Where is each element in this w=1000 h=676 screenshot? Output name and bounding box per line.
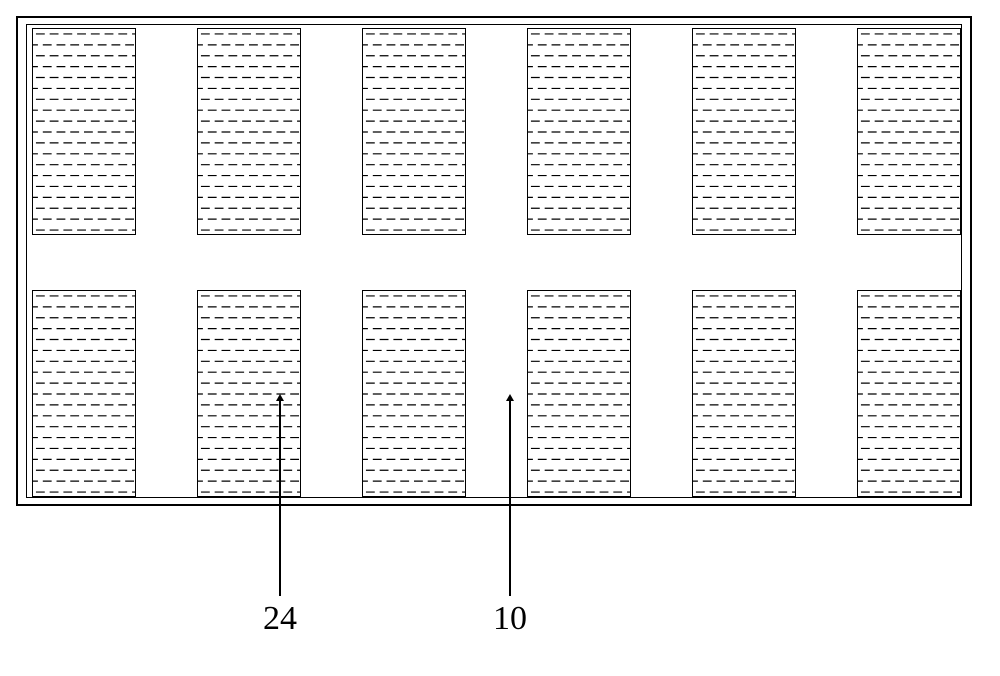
callout-leader [509,400,511,596]
grid-block [857,28,961,235]
grid-block [692,28,796,235]
callout-arrow-icon [276,394,284,401]
callout-arrow-icon [506,394,514,401]
callout-leader [279,400,281,596]
grid-block [197,290,301,497]
grid-block [527,28,631,235]
grid-block [362,28,466,235]
grid-block [32,290,136,497]
grid-block [32,28,136,235]
grid-block [857,290,961,497]
callout-label: 24 [263,600,297,638]
grid-block [692,290,796,497]
grid-block [362,290,466,497]
grid-block [527,290,631,497]
grid-block [197,28,301,235]
inner-frame [26,24,962,498]
callout-label: 10 [493,600,527,638]
